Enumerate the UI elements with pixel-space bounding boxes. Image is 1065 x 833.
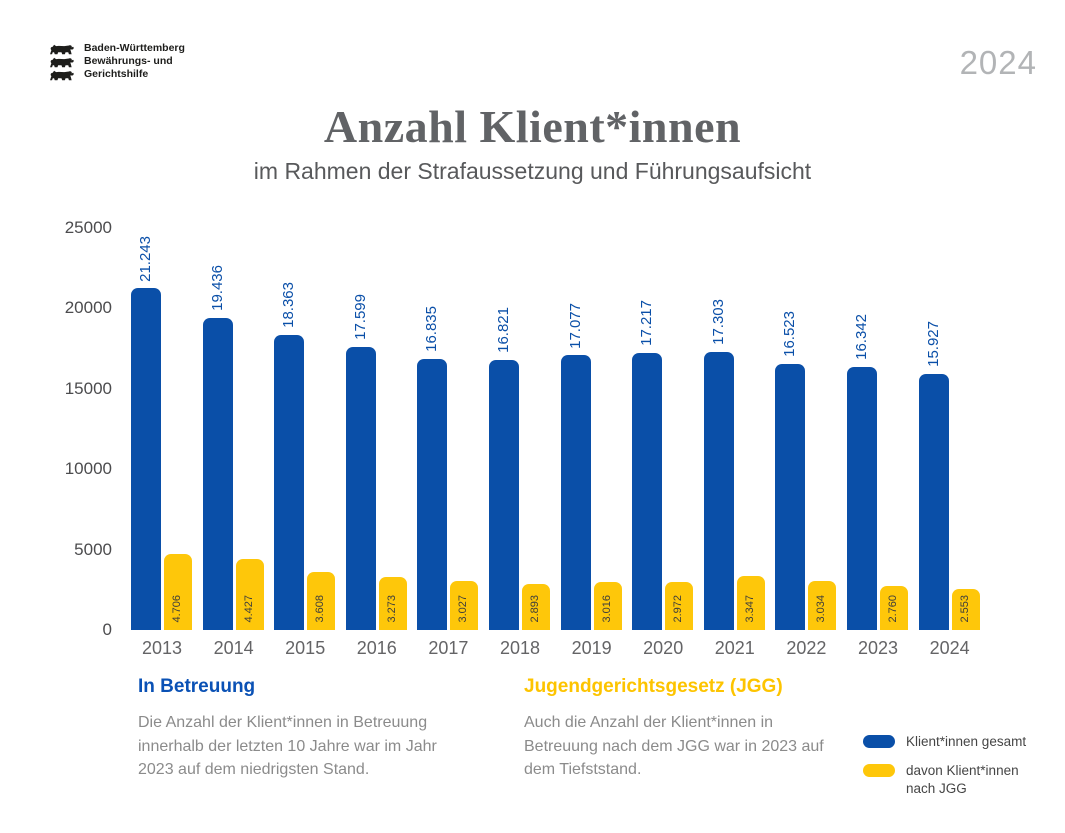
bar-total-2019: [560, 355, 591, 630]
bar-total-2015: [274, 334, 305, 630]
bar-total-2016: [345, 347, 376, 630]
org-logo: Baden-Württemberg Bewährungs- und Gerich…: [48, 42, 185, 81]
bar-jgg-value-2024: 2.553: [958, 595, 971, 623]
section-heading: Jugendgerichtsgesetz (JGG): [524, 676, 783, 697]
legend-item-total: Klient*innen gesamt: [863, 733, 1038, 751]
y-axis-tick-label: 25000: [64, 218, 112, 237]
section-body: Auch die Anzahl der Klient*innen in Betr…: [524, 714, 824, 779]
x-axis-label-2014: 2014: [213, 638, 254, 658]
bar-total-value-2023: 16.342: [853, 314, 870, 361]
section-heading: In Betreuung: [138, 676, 256, 697]
bar-total-value-2020: 17.217: [638, 300, 656, 347]
bar-total-value-2014: 19.436: [208, 264, 226, 311]
bar-total-value-2018: 16.821: [495, 306, 512, 353]
bar-jgg-2019: [593, 581, 622, 630]
bar-total-2018: [489, 359, 519, 630]
bar-total-value-2013: 21.243: [137, 235, 154, 282]
legend-swatch-total: [863, 735, 895, 748]
x-axis-label-2022: 2022: [786, 638, 827, 658]
bar-jgg-value-2017: 3.027: [457, 595, 470, 623]
bar-total-2022: [775, 364, 806, 630]
bar-jgg-2015: [307, 572, 336, 630]
bar-total-value-2024: 15.927: [924, 321, 942, 367]
bar-jgg-2020: [665, 582, 694, 630]
bar-total-value-2015: 18.363: [280, 281, 298, 328]
y-axis-tick-label: 5000: [74, 539, 112, 559]
bar-jgg-2021: [736, 576, 765, 630]
bar-jgg-2018: [522, 583, 550, 630]
org-name-line3: Gerichtshilfe: [84, 68, 149, 80]
report-year: 2024: [959, 44, 1037, 81]
org-name-line2: Bewährungs- und: [84, 55, 173, 67]
legend-label-total: Klient*innen gesamt: [906, 734, 1027, 749]
bar-jgg-2013: [164, 554, 192, 630]
bar-jgg-value-2015: 3.608: [314, 595, 327, 623]
bar-total-2023: [847, 367, 877, 630]
bar-jgg-value-2016: 3.273: [385, 595, 398, 623]
x-axis-label-2015: 2015: [285, 638, 326, 658]
bar-total-value-2017: 16.835: [423, 306, 441, 353]
x-axis-label-2016: 2016: [356, 638, 397, 658]
section-jgg: Jugendgerichtsgesetz (JGG) Auch die Anza…: [524, 676, 824, 782]
bar-jgg-value-2020: 2.972: [672, 595, 685, 623]
legend-label-jgg: davon Klient*innen nach JGG: [906, 763, 1019, 797]
y-axis-tick-label: 0: [102, 620, 112, 639]
y-axis-tick-label: 20000: [64, 298, 112, 318]
coat-of-arms-lions-icon: [48, 42, 75, 81]
x-axis-label-2021: 2021: [714, 638, 755, 658]
y-axis-tick-label: 15000: [64, 378, 112, 398]
x-axis-label-2017: 2017: [428, 638, 469, 658]
section-in-betreuung: In Betreuung Die Anzahl der Klient*innen…: [138, 676, 450, 782]
bar-jgg-value-2018: 2.893: [529, 595, 541, 623]
bar-jgg-value-2013: 4.706: [171, 595, 183, 623]
bar-jgg-value-2019: 3.016: [600, 595, 613, 623]
bar-total-2014: [202, 317, 233, 630]
x-axis-label-2013: 2013: [141, 638, 183, 658]
bar-jgg-2014: [235, 558, 264, 630]
page-title: Anzahl Klient*innen: [323, 101, 742, 152]
bar-jgg-2016: [378, 577, 407, 630]
legend-swatch-jgg: [863, 764, 895, 778]
bar-total-value-2016: 17.599: [351, 294, 369, 340]
x-axis-label-2019: 2019: [571, 638, 612, 658]
bar-jgg-value-2014: 4.427: [242, 595, 255, 623]
legend-item-jgg: davon Klient*innen nach JGG: [863, 762, 1038, 798]
x-axis-label-2024: 2024: [929, 638, 970, 658]
plot-area: 0 5000 10000 15000 20000 25000 21.243 4.706 2013…: [0, 218, 1065, 658]
x-axis-label-2020: 2020: [643, 638, 684, 658]
org-name-line1: Baden-Württemberg: [84, 42, 185, 54]
x-axis-label-2018: 2018: [499, 638, 541, 658]
bar-total-2013: [131, 288, 161, 630]
bar-jgg-value-2022: 3.034: [815, 595, 828, 623]
bar-total-value-2019: 17.077: [566, 302, 584, 349]
bar-jgg-2024: [951, 588, 980, 630]
y-axis-tick-label: 10000: [64, 459, 112, 479]
bar-total-2020: [632, 353, 663, 630]
bar-jgg-2017: [450, 581, 479, 630]
bar-total-2021: [703, 351, 734, 630]
bar-total-value-2022: 16.523: [781, 311, 799, 358]
x-axis-label-2023: 2023: [857, 638, 899, 658]
chart-legend: Klient*innen gesamt davon Klient*innen n…: [863, 733, 1038, 810]
page-subtitle: im Rahmen der Strafaussetzung und Führun…: [253, 158, 812, 184]
bar-total-2017: [417, 359, 448, 630]
bar-jgg-value-2023: 2.760: [887, 595, 899, 623]
bar-total-2024: [918, 373, 949, 630]
bar-jgg-2022: [808, 581, 837, 630]
bar-jgg-2023: [880, 585, 908, 630]
org-name: Baden-Württemberg Bewährungs- und Gerich…: [84, 42, 185, 81]
bar-total-value-2021: 17.303: [709, 298, 727, 345]
section-body: Die Anzahl der Klient*innen in Betreuung…: [138, 714, 437, 779]
bar-jgg-value-2021: 3.347: [743, 595, 756, 623]
